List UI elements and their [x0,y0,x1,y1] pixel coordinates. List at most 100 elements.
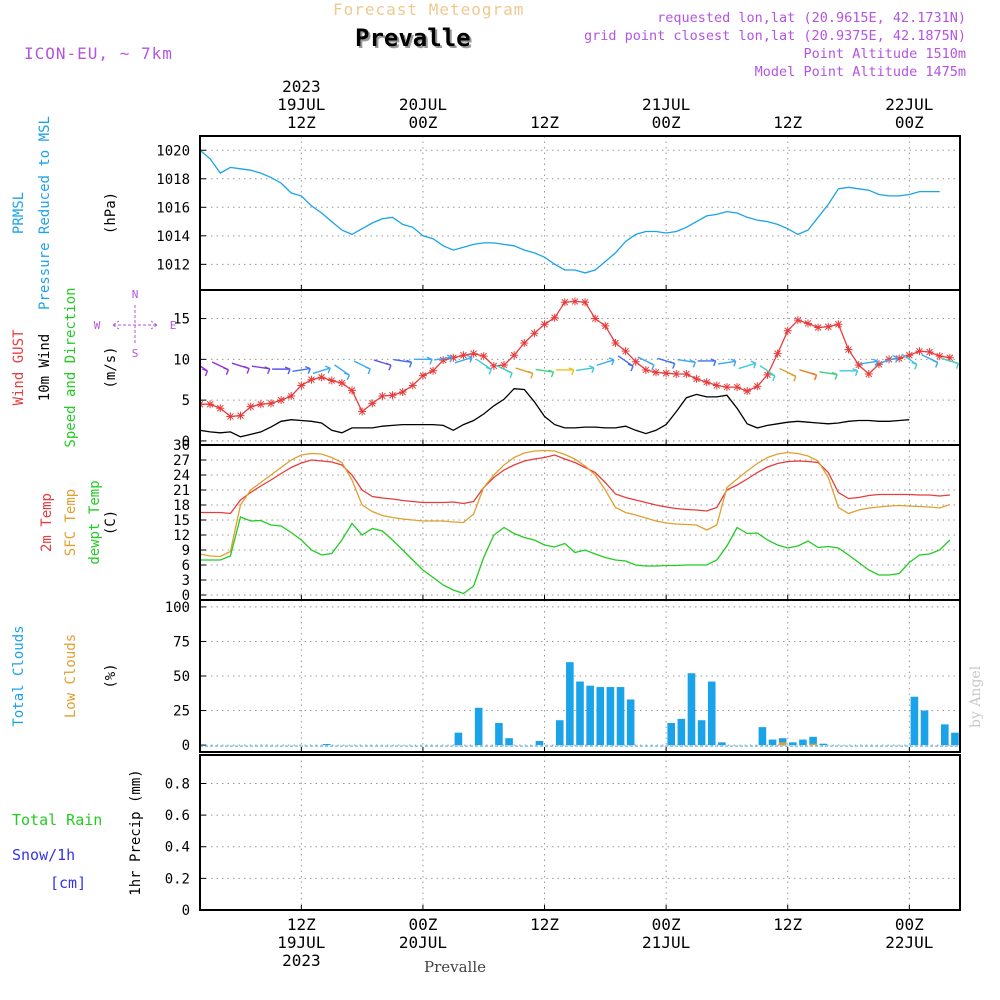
panel-frame [199,444,961,601]
gust-marker [550,313,559,322]
subtitle: Forecast Meteogram [333,0,525,19]
bar-total_clouds [616,687,625,746]
footer-location: Prevalle [424,958,487,976]
gust-marker [266,399,275,408]
bar-total_clouds [809,736,817,746]
ylabel: Wind GUST [11,329,27,405]
gust-marker [307,375,316,384]
gust-marker [834,320,843,329]
plot-area-wind [200,297,960,438]
gust-marker [348,386,356,395]
time-label-top: 12Z [530,113,559,132]
panel-clouds: 0 25 50 75 100 Total Clouds Low Clouds (%) [11,599,961,754]
compass-e: E [170,319,177,332]
gust-marker [530,329,539,338]
ytick-label: 12 [173,528,190,544]
wind-vector-head [344,372,350,381]
bar-total_clouds [576,681,584,746]
wind-vector-head [690,359,696,368]
ylabel: Total Clouds [11,625,27,726]
panel-precip: 0 0.2 0.4 0.6 0.8 1hr Precip (mm) Total Rain Sn… [12,754,961,919]
gust-marker [429,366,438,375]
wind-vector-head [264,366,271,375]
gust-marker [631,357,640,366]
gust-marker [226,412,235,421]
gust-marker [216,404,225,413]
ytick-label: 15 [173,513,190,529]
compass-n: N [132,288,139,301]
ytick-label: 24 [173,468,190,484]
gust-marker [945,353,954,362]
gust-marker [418,371,427,380]
gust-marker [256,400,265,409]
bar-total_clouds [322,743,331,746]
legend-snow-unit: [cm] [50,874,86,892]
ytick-label: 1020 [156,143,190,159]
gust-marker [449,353,458,362]
time-label-bottom: 19JUL [277,933,325,952]
gust-marker [489,361,498,370]
wind-vector-head [750,360,757,369]
ylabel: Low Clouds [63,634,79,718]
wind-vector-head [811,372,818,381]
ylabel: Speed and Direction [63,287,79,447]
gust-marker [885,355,894,364]
wind-vector-head [769,373,776,382]
gust-marker [915,347,924,356]
gust-marker [722,383,731,392]
gust-marker [662,369,671,378]
location-title: Prevalle [355,24,471,52]
bar-total_clouds [718,742,726,746]
bar-total_clouds [951,732,959,746]
bar-total_clouds [707,681,716,746]
ytick-label: 9 [182,543,190,559]
bar-total_clouds [505,738,513,746]
gust-marker [611,339,620,348]
wind-vector-head [506,370,513,379]
wind-vector-head [568,367,575,376]
gust-marker [935,352,944,361]
gust-marker [844,345,853,354]
gust-marker [459,351,468,360]
gust-marker [702,378,711,387]
wind-vector [454,356,473,364]
unit-label: (C) [103,510,119,535]
bar-total_clouds [495,722,503,746]
panel-frame [199,754,961,911]
bar-total_clouds [768,739,777,746]
wind-vector [312,367,331,375]
bar-total_clouds [606,687,615,746]
ytick-label: 50 [173,669,190,685]
ylabel: 10m Wind [37,334,53,401]
wind-vector-head [953,360,960,369]
gust-marker [368,399,377,408]
wind-vector-head [932,359,939,368]
ytick-label: 0 [182,738,190,754]
ytick-label: 15 [173,312,190,328]
gust-marker [469,349,478,358]
gust-marker [824,322,833,331]
wind-vector [434,356,453,361]
wind-vector-head [304,365,311,374]
time-label-bottom: 00Z [408,915,437,934]
ylabel: PRMSL [11,192,27,234]
bar-total_clouds [697,720,706,746]
wind-vector-head [284,366,291,375]
series-sfc_temp [200,449,951,558]
gust-marker [439,356,448,365]
panel-wind: 0 5 10 15 Wind GUST 10m Wind Speed and Directi… [11,287,961,450]
wind-vector-head [223,367,230,376]
point-altitude: Point Altitude 1510m [803,46,966,62]
gust-marker [753,382,762,391]
ylabel: 2m Temp [39,493,55,552]
gridpoint-coords: grid point closest lon,lat (20.9375E, 42… [583,28,966,44]
panel-pressure: 1012 1014 1016 1018 1020 PRMSL Pressure Reduce… [11,116,961,310]
wind-vector-head [911,361,918,370]
gust-marker [773,349,782,358]
ytick-label: 1016 [156,200,190,216]
ytick-label: 0.8 [165,776,190,792]
bar-total_clouds [667,722,675,746]
bar-low_clouds [809,743,817,746]
ytick-label: 18 [173,498,190,514]
